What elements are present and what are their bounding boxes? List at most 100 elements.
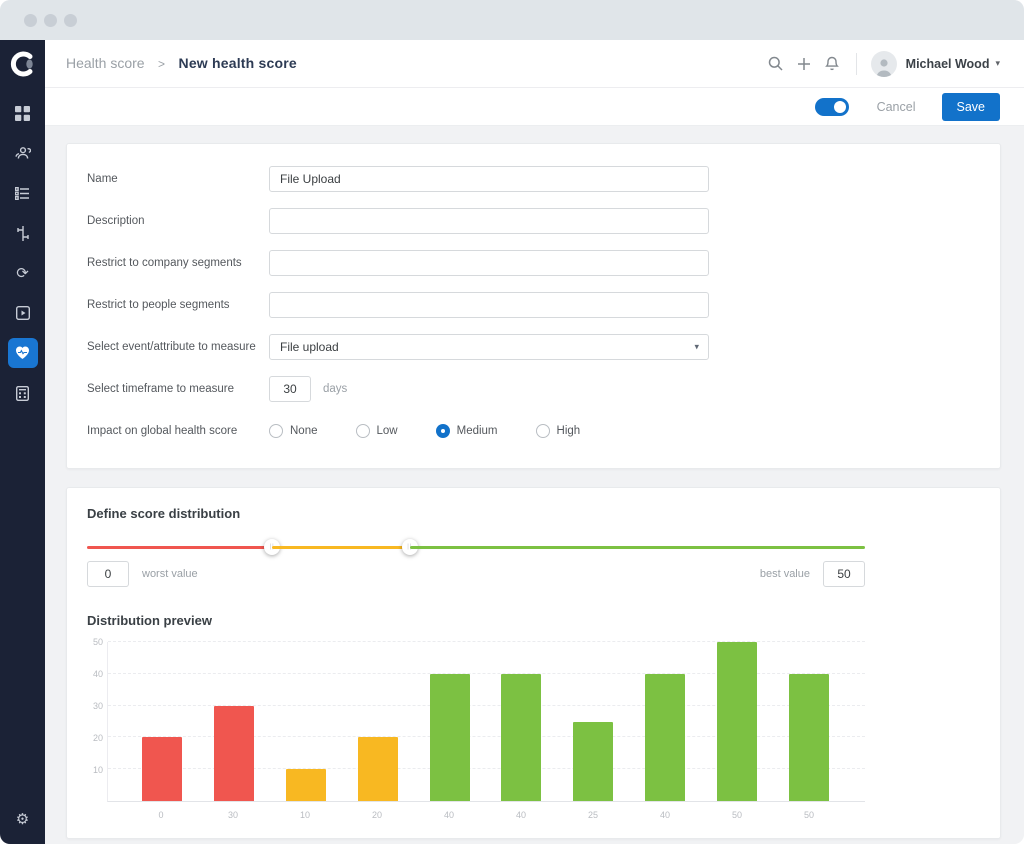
radio-icon[interactable] [435, 424, 450, 438]
divider [855, 52, 857, 75]
bar [213, 705, 254, 801]
breadcrumb-separator: > [158, 56, 166, 71]
grid-icon [15, 105, 30, 121]
gear-icon: ⚙ [15, 810, 30, 828]
bar-column [486, 642, 558, 801]
chevron-down-icon[interactable]: ▾ [995, 58, 1000, 68]
field-label: Restrict to people segments [87, 299, 230, 311]
field-label: Impact on global health score [87, 425, 238, 437]
y-tick-label: 10 [92, 765, 103, 775]
user-name[interactable]: Michael Wood [905, 56, 990, 71]
field-label: Name [87, 173, 118, 185]
range-values-row: worst value best value [87, 561, 865, 587]
cancel-button[interactable]: Cancel [876, 99, 916, 114]
bar-column [414, 642, 486, 801]
bar [573, 721, 614, 801]
window-control-dot[interactable] [24, 13, 37, 27]
sidebar-item-accounts[interactable] [8, 138, 38, 168]
bar-column [701, 642, 773, 801]
bar [645, 673, 686, 801]
distribution-section-title: Define score distribution [87, 506, 241, 521]
save-button[interactable]: Save [941, 92, 1000, 121]
radio-icon[interactable] [355, 424, 370, 438]
breadcrumb-root[interactable]: Health score [66, 54, 145, 71]
x-tick-label: 20 [371, 810, 382, 820]
field-label: Select event/attribute to measure [87, 341, 256, 353]
gridline [108, 736, 865, 738]
company-segments-input[interactable] [269, 250, 709, 276]
sidebar: ⟳ ⚙ [0, 40, 45, 844]
window-control-dot[interactable] [64, 13, 77, 27]
plus-icon[interactable] [790, 50, 818, 78]
bar-column [342, 642, 414, 801]
top-header: Health score > New health score [45, 40, 1024, 88]
radio-option-high[interactable]: High [535, 424, 580, 438]
gridline [108, 704, 865, 706]
form-row-people-segments: Restrict to people segments [87, 284, 980, 326]
radio-icon[interactable] [535, 424, 550, 438]
distribution-bar-chart: 10 20 30 40 50 0 30 10 20 40 40 25 40 50 50 [87, 637, 865, 820]
breadcrumb: Health score > New health score [66, 55, 297, 73]
x-tick-label: 50 [803, 810, 814, 820]
playbook-icon [15, 306, 30, 320]
x-tick-label: 25 [587, 810, 598, 820]
gridline [108, 641, 865, 642]
checklist-icon [15, 186, 30, 200]
event-select[interactable] [269, 334, 709, 360]
workflow-icon [16, 225, 30, 241]
slider-segment-yellow [272, 546, 410, 549]
y-tick-label: 40 [92, 669, 103, 679]
sidebar-item-calculator[interactable] [8, 378, 38, 408]
chart-plot [107, 641, 865, 802]
window-control-dot[interactable] [44, 13, 57, 27]
bar [285, 769, 326, 801]
sidebar-item-tasks[interactable] [8, 178, 38, 208]
heart-pulse-icon [15, 346, 30, 360]
bar-column [773, 642, 845, 801]
gridline [108, 672, 865, 674]
sidebar-item-dashboard[interactable] [8, 98, 38, 128]
field-label: Restrict to company segments [87, 257, 242, 269]
active-toggle[interactable] [814, 97, 849, 116]
chart-x-axis: 0 30 10 20 40 40 25 40 50 50 [107, 810, 865, 820]
bell-icon[interactable] [818, 50, 846, 78]
sidebar-item-health-score[interactable] [7, 338, 38, 368]
description-input[interactable] [269, 208, 709, 234]
search-icon[interactable] [762, 50, 790, 78]
x-tick-label: 0 [158, 810, 164, 820]
bar-column [270, 642, 342, 801]
name-input[interactable] [269, 166, 709, 192]
score-slider[interactable]: |||| [87, 539, 865, 555]
form-row-timeframe: Select timeframe to measure days [87, 368, 980, 410]
x-tick-label: 10 [299, 810, 310, 820]
app-logo-icon[interactable] [9, 50, 37, 78]
y-tick-label: 30 [92, 701, 103, 711]
radio-icon[interactable] [269, 424, 283, 438]
worst-value-input[interactable] [87, 561, 129, 587]
field-label: Description [87, 215, 145, 227]
radio-option-none[interactable]: None [269, 424, 318, 438]
timeframe-input[interactable] [269, 376, 311, 402]
worst-value-label: worst value [142, 568, 198, 580]
form-row-company-segments: Restrict to company segments [87, 242, 980, 284]
sidebar-item-playbook[interactable] [8, 298, 38, 328]
user-avatar[interactable] [870, 50, 897, 77]
chart-y-axis: 10 20 30 40 50 [87, 637, 107, 802]
sidebar-item-sync[interactable]: ⟳ [8, 258, 38, 288]
bar-column [629, 642, 701, 801]
bar [357, 737, 398, 801]
sidebar-item-settings[interactable]: ⚙ [8, 804, 38, 834]
form-row-impact: Impact on global health score None Low M… [87, 410, 980, 452]
best-value-input[interactable] [823, 561, 865, 587]
bar [501, 673, 542, 801]
people-segments-input[interactable] [269, 292, 709, 318]
bar [429, 673, 470, 801]
slider-segment-red [87, 546, 273, 549]
radio-option-medium[interactable]: Medium [435, 424, 498, 438]
timeframe-unit-label: days [323, 383, 348, 395]
gridline [108, 768, 865, 770]
calculator-icon [16, 385, 29, 401]
sidebar-item-workflow[interactable] [8, 218, 38, 248]
radio-option-low[interactable]: Low [355, 424, 398, 438]
